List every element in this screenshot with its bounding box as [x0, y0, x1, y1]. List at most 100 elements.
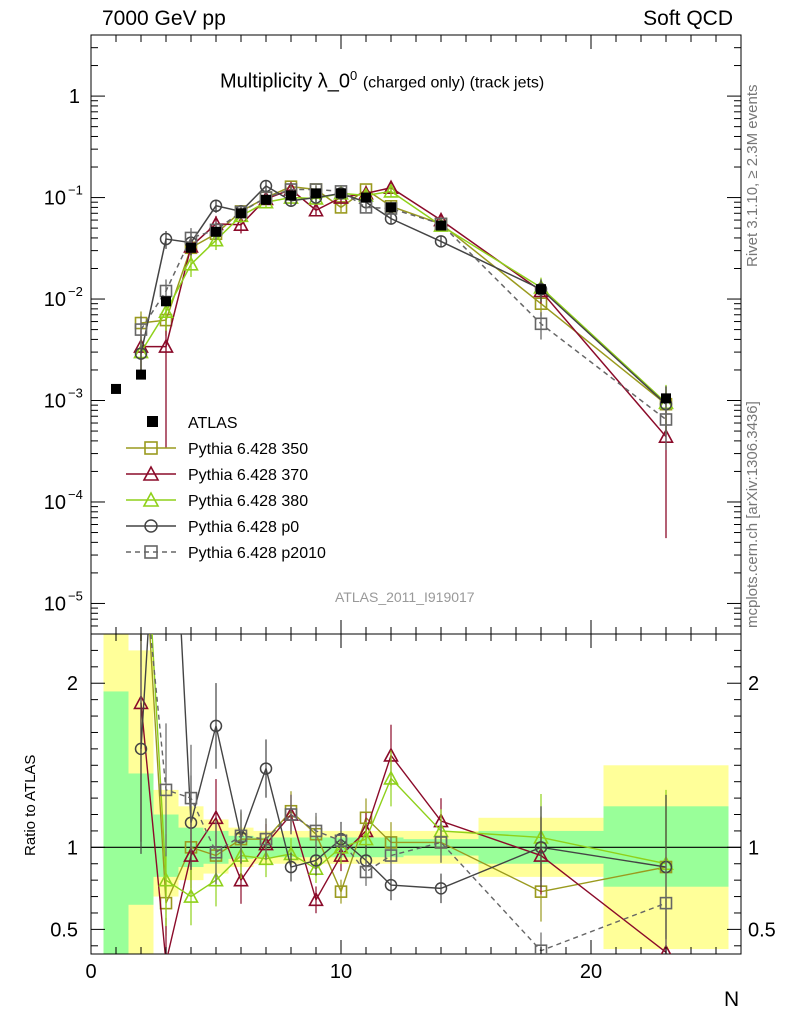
ratio-marker-p2010 — [209, 845, 223, 859]
ratio-line-p370 — [140, 702, 667, 954]
marker-p0 — [534, 282, 548, 296]
marker-p370 — [308, 202, 324, 217]
atlas-point-6 — [261, 194, 271, 205]
marker-p380 — [208, 232, 224, 247]
legend: ATLAS Pythia 6.428 350 Pythia 6.428 370 Pyt… — [126, 415, 326, 562]
marker-p2010 — [534, 317, 548, 331]
series-line-p2010 — [140, 188, 667, 421]
atlas-point-10 — [361, 192, 371, 203]
atlas-point-1 — [136, 369, 146, 380]
title-rest: (charged only) (track jets) — [362, 74, 545, 92]
ticks: 0 10 2010 −510 −410 −310 −210 −110.5 0.51 12 2 — [44, 34, 776, 983]
legend-marker-atlas — [147, 416, 158, 427]
y-tick-label-ratio-right: 0.5 — [748, 919, 776, 941]
y-tick-label-main: 10 — [44, 593, 66, 615]
ratio-marker-p370 — [233, 871, 249, 887]
series-line-p0 — [140, 185, 667, 405]
ratio-marker-p2010 — [384, 849, 398, 862]
legend-label-p0: Pythia 6.428 p0 — [188, 519, 299, 536]
ratio-marker-p380 — [135, 431, 148, 443]
ratio-marker-p380 — [258, 850, 274, 866]
ratio-marker-p2010 — [184, 791, 198, 805]
marker-p0 — [209, 199, 223, 213]
marker-p2010 — [134, 323, 148, 336]
ratio-marker-p0 — [284, 860, 298, 874]
x-tick-label: 10 — [330, 961, 352, 983]
ratio-marker-p350 — [136, 481, 147, 492]
y-tick-label-ratio: 2 — [67, 673, 78, 695]
y-tick-exponent: −1 — [68, 183, 83, 198]
ratio-marker-p380 — [358, 830, 374, 846]
ratio-marker-p2010 — [659, 896, 673, 910]
plot-title: Multiplicity λ_00 (charged only) (track … — [220, 68, 544, 94]
ratio-line-p380 — [151, 634, 667, 898]
legend-label-p370: Pythia 6.428 370 — [188, 467, 308, 484]
legend-marker-p380 — [142, 491, 160, 507]
y-tick-exponent: −3 — [68, 386, 83, 401]
side-label-mcplots: mcplots.cern.ch [arXiv:1306.3436] — [744, 401, 761, 628]
y-tick-label-ratio: 0.5 — [50, 919, 78, 941]
ratio-marker-p370 — [660, 944, 672, 954]
marker-p0 — [434, 235, 448, 248]
atlas-point-14 — [661, 393, 671, 404]
atlas-point-7 — [286, 190, 296, 201]
legend-marker-p0 — [144, 519, 158, 533]
title-superscript: 0 — [350, 68, 358, 83]
y-tick-label-ratio-right: 1 — [748, 837, 759, 859]
ratio-marker-p0 — [134, 742, 148, 756]
ratio-marker-p370 — [160, 956, 173, 968]
atlas-point-11 — [386, 202, 396, 213]
ratio-line-p2010 — [149, 634, 667, 952]
legend-marker-p370 — [142, 465, 160, 481]
marker-p380 — [158, 303, 174, 319]
header-right: Soft QCD — [643, 7, 733, 30]
ratio-marker-p2010 — [234, 829, 248, 843]
ratio-marker-p380 — [383, 770, 399, 785]
y-tick-label-main: 1 — [69, 86, 80, 108]
y-tick-label-main: 10 — [44, 188, 66, 210]
marker-p380 — [183, 256, 199, 271]
ratio-marker-p0 — [534, 841, 548, 854]
marker-p370 — [233, 216, 249, 232]
atlas-point-2 — [161, 296, 171, 307]
marker-p2010 — [659, 413, 673, 426]
ratio-marker-p380 — [183, 888, 199, 903]
main-plot — [111, 179, 674, 539]
legend-label-p2010: Pythia 6.428 p2010 — [188, 545, 326, 562]
y-tick-label-main: 10 — [44, 289, 66, 311]
ratio-marker-p0 — [259, 762, 273, 775]
legend-label-p380: Pythia 6.428 380 — [188, 493, 308, 510]
atlas-point-4 — [211, 226, 221, 237]
y-tick-exponent: −2 — [68, 284, 83, 299]
ratio-marker-p2010 — [259, 832, 273, 846]
atlas-point-9 — [336, 188, 346, 199]
watermark: ATLAS_2011_I919017 — [335, 589, 475, 605]
legend-label-p350: Pythia 6.428 350 — [188, 441, 308, 458]
x-axis-label: N — [724, 988, 740, 1011]
x-tick-label: 0 — [85, 961, 96, 983]
ratio-marker-p2010 — [159, 783, 173, 797]
header-left: 7000 GeV pp — [102, 7, 226, 30]
ratio-marker-p2010 — [434, 836, 448, 849]
ratio-marker-p2010 — [309, 824, 323, 838]
legend-marker-p2010 — [144, 545, 158, 559]
y-tick-label-main: 10 — [44, 391, 66, 413]
ratio-marker-p380 — [208, 871, 224, 887]
atlas-point-0 — [111, 383, 121, 394]
ratio-marker-p0 — [434, 882, 448, 895]
marker-p380 — [383, 183, 399, 198]
ratio-marker-p0 — [309, 854, 323, 867]
marker-p370 — [158, 338, 174, 353]
ratio-marker-p2010 — [534, 944, 548, 954]
y-tick-label-ratio: 1 — [67, 837, 78, 859]
title-main: Multiplicity λ_0 — [220, 70, 351, 93]
atlas-point-8 — [311, 188, 321, 199]
y-tick-exponent: −4 — [68, 487, 83, 502]
legend-label-atlas: ATLAS — [188, 415, 238, 432]
marker-p0 — [159, 232, 173, 246]
ratio-marker-p0 — [209, 719, 223, 733]
atlas-point-13 — [536, 284, 546, 295]
ratio-y-axis-label: Ratio to ATLAS — [22, 754, 39, 856]
ratio-marker-p350 — [334, 885, 348, 898]
ratio-marker-p2010 — [136, 530, 147, 541]
